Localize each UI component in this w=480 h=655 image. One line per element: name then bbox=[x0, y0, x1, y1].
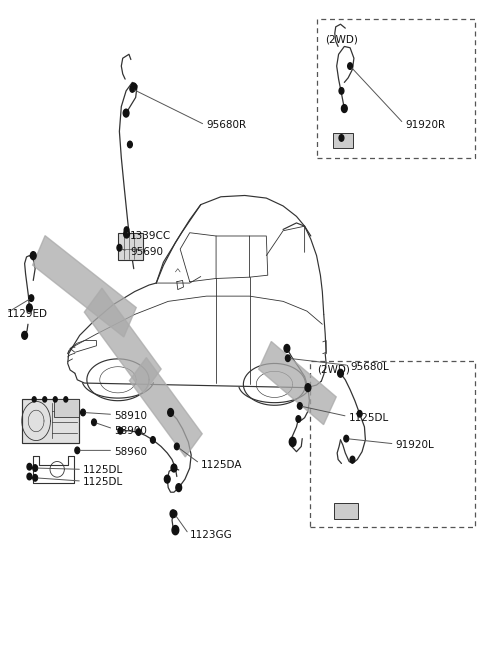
Circle shape bbox=[75, 447, 80, 454]
Circle shape bbox=[174, 443, 179, 450]
Circle shape bbox=[170, 510, 176, 517]
Circle shape bbox=[348, 63, 352, 69]
Circle shape bbox=[286, 355, 290, 362]
Circle shape bbox=[130, 86, 135, 92]
Polygon shape bbox=[130, 358, 202, 457]
Circle shape bbox=[33, 475, 37, 481]
Circle shape bbox=[81, 409, 85, 416]
Text: 58910: 58910 bbox=[115, 411, 148, 421]
Text: 1125DL: 1125DL bbox=[83, 465, 123, 475]
Circle shape bbox=[92, 419, 96, 426]
Circle shape bbox=[168, 409, 173, 417]
Circle shape bbox=[151, 437, 156, 443]
Circle shape bbox=[296, 416, 301, 422]
Circle shape bbox=[344, 436, 348, 442]
Text: 95680L: 95680L bbox=[350, 362, 389, 372]
Text: 1125DA: 1125DA bbox=[201, 460, 242, 470]
Circle shape bbox=[22, 331, 27, 339]
Bar bbox=[317, 19, 475, 158]
Circle shape bbox=[131, 83, 137, 91]
Circle shape bbox=[305, 384, 311, 392]
FancyBboxPatch shape bbox=[22, 400, 79, 443]
Circle shape bbox=[123, 109, 129, 117]
FancyBboxPatch shape bbox=[333, 133, 353, 149]
Circle shape bbox=[33, 465, 37, 472]
Circle shape bbox=[30, 252, 36, 259]
Circle shape bbox=[341, 105, 347, 113]
Circle shape bbox=[32, 397, 36, 402]
Circle shape bbox=[350, 457, 355, 463]
Circle shape bbox=[26, 304, 32, 312]
Text: 91920L: 91920L bbox=[396, 440, 434, 450]
Circle shape bbox=[118, 428, 123, 434]
Circle shape bbox=[337, 369, 343, 377]
Circle shape bbox=[136, 429, 141, 436]
Circle shape bbox=[289, 438, 296, 447]
Circle shape bbox=[171, 464, 177, 472]
FancyBboxPatch shape bbox=[119, 233, 144, 260]
Text: 1125DL: 1125DL bbox=[349, 413, 389, 422]
Text: 1129ED: 1129ED bbox=[6, 309, 48, 320]
Text: 95690: 95690 bbox=[130, 248, 163, 257]
Circle shape bbox=[172, 525, 179, 534]
Text: 1123GG: 1123GG bbox=[190, 531, 232, 540]
Circle shape bbox=[128, 141, 132, 148]
Text: 91920R: 91920R bbox=[405, 120, 445, 130]
Text: 58960: 58960 bbox=[115, 447, 148, 457]
Circle shape bbox=[284, 345, 290, 352]
Circle shape bbox=[43, 397, 47, 402]
Bar bbox=[311, 362, 475, 527]
Text: 1339CC: 1339CC bbox=[130, 231, 171, 241]
Circle shape bbox=[29, 295, 34, 301]
FancyBboxPatch shape bbox=[334, 503, 358, 519]
Text: (2WD): (2WD) bbox=[318, 365, 350, 375]
Circle shape bbox=[64, 397, 68, 402]
Text: 1125DL: 1125DL bbox=[83, 477, 123, 487]
Circle shape bbox=[357, 411, 362, 417]
Circle shape bbox=[27, 474, 32, 480]
Circle shape bbox=[124, 227, 129, 233]
Text: 95680R: 95680R bbox=[206, 120, 247, 130]
Polygon shape bbox=[33, 236, 136, 337]
Circle shape bbox=[124, 230, 130, 238]
FancyBboxPatch shape bbox=[54, 399, 79, 417]
Circle shape bbox=[176, 483, 181, 491]
Circle shape bbox=[53, 397, 57, 402]
Circle shape bbox=[339, 88, 344, 94]
Text: (2WD): (2WD) bbox=[325, 35, 358, 45]
Polygon shape bbox=[84, 288, 161, 393]
Circle shape bbox=[298, 403, 302, 409]
Circle shape bbox=[172, 510, 177, 517]
Polygon shape bbox=[259, 341, 336, 424]
Text: 58900: 58900 bbox=[115, 426, 147, 436]
Circle shape bbox=[117, 244, 122, 251]
Circle shape bbox=[164, 476, 170, 483]
Circle shape bbox=[339, 135, 344, 141]
Circle shape bbox=[27, 464, 32, 470]
